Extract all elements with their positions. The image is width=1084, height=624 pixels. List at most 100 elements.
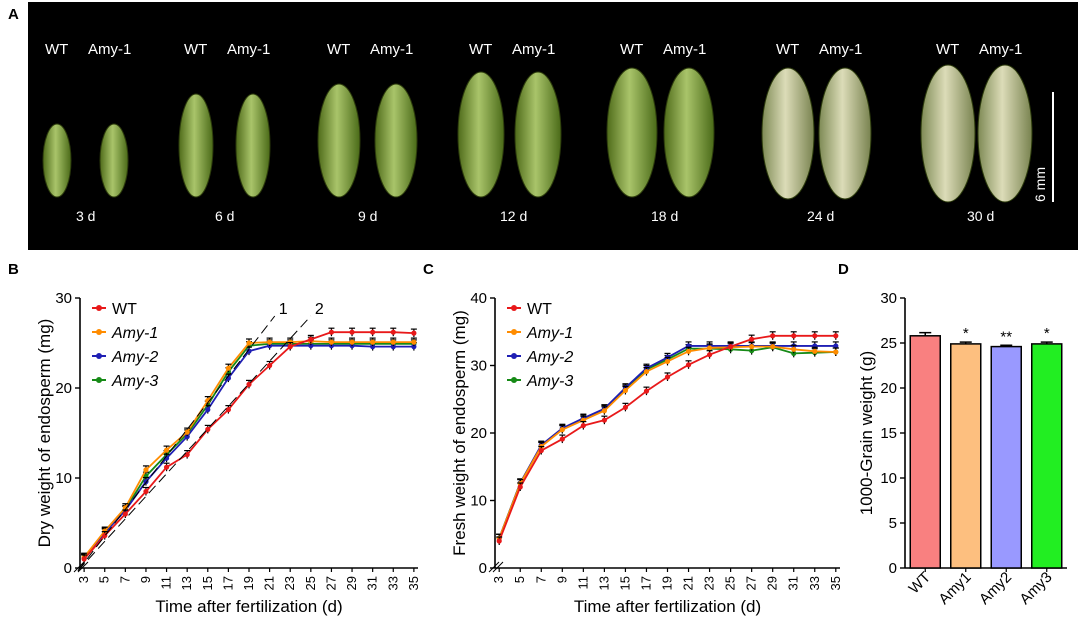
x-tick-label: 25 bbox=[303, 576, 318, 590]
data-point bbox=[538, 447, 544, 454]
legend-label: WT bbox=[527, 301, 552, 318]
x-tick-label: 23 bbox=[702, 576, 717, 590]
x-tick-label: 27 bbox=[744, 576, 759, 590]
data-point bbox=[643, 368, 650, 375]
data-point bbox=[267, 362, 273, 369]
legend-marker bbox=[96, 377, 102, 383]
x-tick-label: 31 bbox=[365, 576, 380, 590]
data-point bbox=[833, 343, 839, 349]
day-label: 30 d bbox=[967, 208, 994, 224]
day-label: 6 d bbox=[215, 208, 234, 224]
legend-label: Amy-2 bbox=[111, 349, 158, 366]
y-tick-label: 30 bbox=[55, 290, 72, 307]
genotype-label-amy1: Amy-1 bbox=[370, 41, 413, 58]
day-label: 12 d bbox=[500, 208, 527, 224]
x-tick-label: 11 bbox=[159, 576, 174, 590]
extrapolation-line bbox=[77, 315, 276, 572]
y-axis-title: 1000-Grain weight (g) bbox=[857, 351, 876, 515]
data-point bbox=[267, 339, 273, 345]
data-point bbox=[685, 348, 692, 354]
x-tick-label: 27 bbox=[323, 576, 338, 590]
x-tick-label: Amy1 bbox=[935, 569, 974, 608]
y-tick-label: 20 bbox=[55, 380, 72, 397]
y-tick-label: 10 bbox=[880, 470, 897, 487]
data-point bbox=[833, 333, 839, 339]
data-point bbox=[812, 348, 818, 354]
axis-break-mark bbox=[73, 561, 85, 573]
data-point bbox=[184, 429, 190, 435]
data-point bbox=[308, 336, 314, 342]
legend-label: WT bbox=[112, 301, 137, 318]
data-point bbox=[81, 556, 87, 562]
panel-c-label: C bbox=[423, 261, 434, 278]
genotype-label-amy1: Amy-1 bbox=[88, 41, 131, 58]
data-point bbox=[622, 387, 629, 394]
legend-marker bbox=[511, 377, 517, 383]
extrapolation-label: 1 bbox=[279, 301, 288, 318]
data-point bbox=[390, 339, 396, 345]
y-tick-label: 15 bbox=[880, 425, 897, 442]
legend-marker bbox=[96, 305, 102, 311]
data-point bbox=[559, 436, 565, 442]
wt-grain-image bbox=[317, 83, 361, 198]
x-tick-label: 31 bbox=[786, 576, 801, 590]
y-tick-label: 30 bbox=[470, 358, 487, 375]
data-point bbox=[664, 374, 671, 380]
x-axis-title: Time after fertilization (d) bbox=[574, 597, 761, 616]
amy1-grain-image bbox=[514, 71, 562, 198]
legend-label: Amy-1 bbox=[526, 325, 573, 342]
data-point bbox=[728, 344, 734, 350]
data-point bbox=[205, 426, 211, 432]
data-point bbox=[143, 467, 149, 473]
genotype-label-wt: WT bbox=[936, 41, 959, 58]
x-tick-label: 13 bbox=[179, 576, 194, 590]
wt-grain-image bbox=[457, 71, 505, 198]
data-point bbox=[706, 345, 713, 351]
data-point bbox=[225, 365, 231, 371]
data-point bbox=[370, 329, 376, 335]
y-tick-label: 20 bbox=[880, 380, 897, 397]
genotype-label-wt: WT bbox=[620, 41, 643, 58]
data-point bbox=[770, 333, 776, 339]
genotype-label-amy1: Amy-1 bbox=[227, 41, 270, 58]
x-tick-label: 19 bbox=[660, 576, 675, 590]
data-point bbox=[411, 339, 417, 345]
y-tick-label: 5 bbox=[889, 515, 897, 532]
wt-grain-image bbox=[920, 64, 976, 203]
data-point bbox=[184, 434, 190, 440]
legend-marker bbox=[96, 329, 102, 335]
data-point bbox=[122, 511, 128, 517]
data-point bbox=[749, 336, 755, 342]
data-point bbox=[517, 484, 523, 490]
genotype-label-wt: WT bbox=[327, 41, 350, 58]
y-tick-label: 10 bbox=[55, 470, 72, 487]
data-point bbox=[122, 505, 128, 511]
amy1-grain-image bbox=[663, 67, 715, 198]
x-tick-label: 11 bbox=[575, 576, 590, 590]
data-point bbox=[205, 407, 211, 413]
legend-label: Amy-2 bbox=[526, 349, 573, 366]
data-point bbox=[205, 398, 211, 404]
data-point bbox=[411, 330, 417, 336]
day-label: 9 d bbox=[358, 208, 377, 224]
x-tick-label: Amy3 bbox=[1016, 569, 1055, 608]
wt-grain-image bbox=[42, 123, 72, 198]
amy1-grain-image bbox=[818, 67, 872, 200]
x-tick-label: 7 bbox=[117, 576, 132, 583]
y-tick-label: 40 bbox=[470, 290, 487, 307]
legend-marker bbox=[511, 353, 517, 359]
x-tick-label: 19 bbox=[241, 576, 256, 590]
genotype-label-amy1: Amy-1 bbox=[819, 41, 862, 58]
axis-break-mark bbox=[488, 561, 500, 573]
data-point bbox=[833, 349, 839, 355]
x-tick-label: 15 bbox=[200, 576, 215, 590]
day-label: 24 d bbox=[807, 208, 834, 224]
legend-marker bbox=[511, 305, 517, 311]
data-point bbox=[601, 417, 607, 423]
data-point bbox=[812, 333, 818, 339]
data-point bbox=[601, 408, 607, 414]
axis-break-mark bbox=[77, 561, 89, 573]
panel-a-label: A bbox=[8, 6, 19, 23]
x-tick-label: 35 bbox=[828, 576, 843, 590]
